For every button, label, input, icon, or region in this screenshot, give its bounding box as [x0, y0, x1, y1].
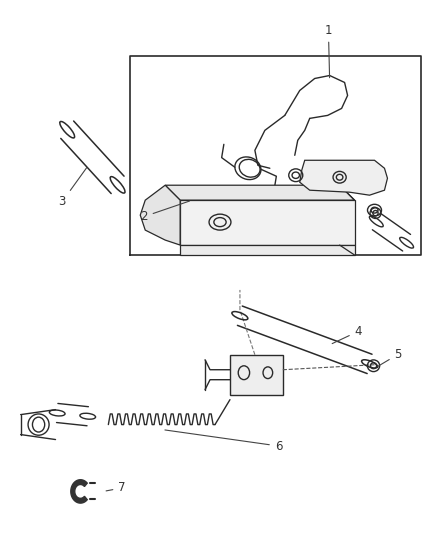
Polygon shape — [180, 200, 354, 245]
Text: 7: 7 — [106, 481, 126, 495]
Text: 2: 2 — [140, 201, 189, 223]
Text: 4: 4 — [332, 325, 361, 344]
Text: 1: 1 — [324, 23, 332, 78]
Polygon shape — [165, 185, 354, 200]
Text: 3: 3 — [58, 167, 87, 208]
Text: 6: 6 — [165, 430, 282, 453]
Polygon shape — [230, 355, 282, 394]
Polygon shape — [180, 245, 354, 255]
Text: 5: 5 — [377, 348, 401, 366]
Polygon shape — [71, 480, 87, 503]
Polygon shape — [299, 160, 387, 195]
Polygon shape — [140, 185, 180, 245]
